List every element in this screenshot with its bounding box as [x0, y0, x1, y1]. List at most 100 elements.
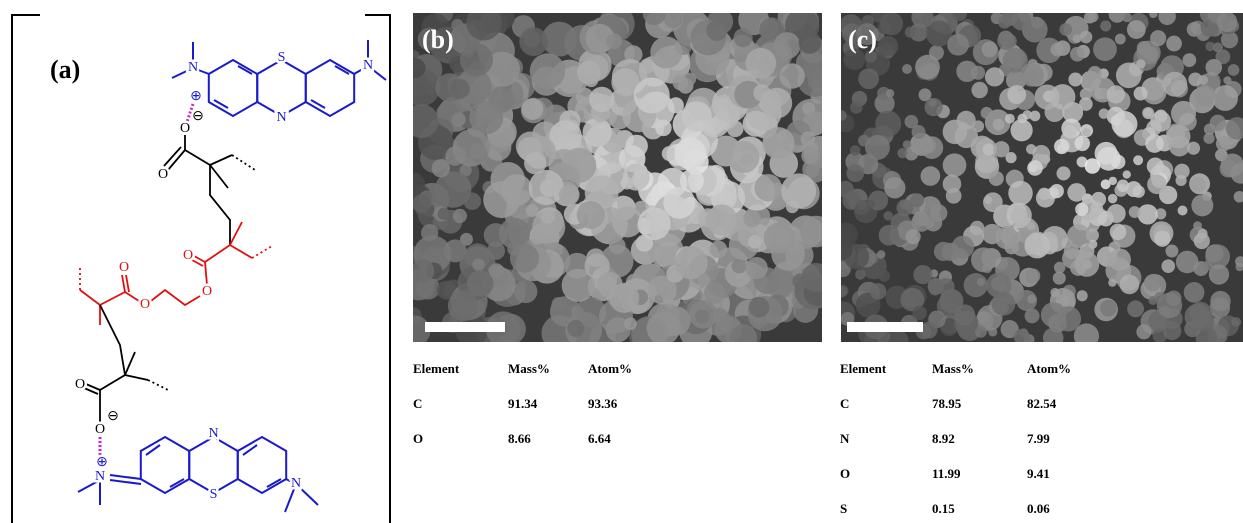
particle [470, 144, 485, 159]
linker [80, 222, 272, 325]
table-header: Atom% [1027, 361, 1071, 376]
particle [1073, 34, 1082, 43]
particle [925, 98, 943, 116]
particle [896, 199, 913, 216]
particle [1080, 31, 1093, 44]
particle [647, 312, 680, 345]
particle [762, 127, 794, 159]
particle [1038, 188, 1050, 200]
particle [577, 201, 605, 229]
particle [1050, 43, 1064, 57]
particle [412, 195, 430, 213]
particle [913, 265, 932, 284]
particle [1178, 206, 1188, 216]
particle [850, 145, 861, 156]
figure-svg: (a) [0, 0, 1243, 523]
particle [1228, 64, 1240, 76]
particle [1213, 42, 1223, 52]
particle [915, 55, 940, 80]
particle [732, 259, 747, 274]
particle [883, 211, 893, 221]
particle [1099, 108, 1110, 119]
particle [526, 204, 539, 217]
particle [489, 263, 504, 278]
particle [704, 282, 725, 303]
particle [1217, 12, 1237, 32]
atom-label: O [95, 422, 105, 437]
particle [680, 169, 704, 193]
particle [884, 177, 905, 198]
particle [1100, 300, 1117, 317]
particle [754, 174, 781, 201]
particle [1194, 233, 1210, 249]
particle [998, 15, 1011, 28]
particle [1155, 292, 1165, 302]
particle [1109, 6, 1126, 23]
particle [985, 67, 1004, 86]
particle [472, 258, 485, 271]
particle [589, 87, 614, 112]
particle [514, 280, 537, 303]
particle [1162, 72, 1187, 97]
particle [1133, 155, 1143, 165]
particle [905, 27, 916, 38]
particle [469, 101, 503, 135]
particle [877, 250, 885, 258]
particle [681, 101, 711, 131]
table-cell: N [840, 431, 850, 446]
atom-label: N [208, 426, 218, 441]
particle [1027, 160, 1043, 176]
particle [1150, 30, 1166, 46]
particle [1150, 111, 1171, 132]
particle [734, 28, 753, 47]
particle [432, 159, 450, 177]
charge-label: ⊕ [190, 89, 202, 104]
particle [1193, 221, 1202, 230]
particle [727, 120, 744, 137]
particle [981, 107, 993, 119]
particle [1191, 194, 1213, 216]
particle [674, 138, 706, 170]
particle [982, 42, 998, 58]
particle [1059, 23, 1072, 36]
particle [964, 273, 988, 297]
particle [887, 330, 909, 352]
particle [1203, 133, 1214, 144]
particle [879, 225, 900, 246]
particle [650, 36, 682, 68]
particle [858, 68, 879, 89]
particle [912, 306, 926, 320]
particle [1075, 203, 1088, 216]
particle [1027, 295, 1036, 304]
particle [1100, 20, 1111, 31]
particle [1087, 11, 1098, 22]
particle [1053, 272, 1066, 285]
particle [438, 208, 450, 220]
particle [522, 98, 544, 120]
particle [1050, 84, 1076, 110]
particle [638, 207, 671, 240]
particle [921, 166, 941, 186]
particle [937, 278, 955, 296]
particle [634, 78, 670, 114]
particle [1147, 175, 1167, 195]
table-cell: S [840, 501, 847, 516]
particle [1166, 36, 1182, 52]
particle [1147, 158, 1164, 175]
particle [1043, 328, 1064, 349]
particle [801, 147, 819, 165]
particle [1109, 177, 1117, 185]
particle [846, 164, 864, 182]
particle [466, 5, 502, 41]
particle [1145, 134, 1164, 153]
particle [530, 230, 544, 244]
particle [1123, 170, 1131, 178]
particle [405, 104, 439, 138]
particle [855, 269, 865, 279]
particle [1020, 63, 1044, 87]
particle [921, 322, 938, 339]
particle [730, 324, 757, 351]
particle [609, 283, 639, 313]
particle [806, 164, 820, 178]
particle [405, 58, 425, 78]
